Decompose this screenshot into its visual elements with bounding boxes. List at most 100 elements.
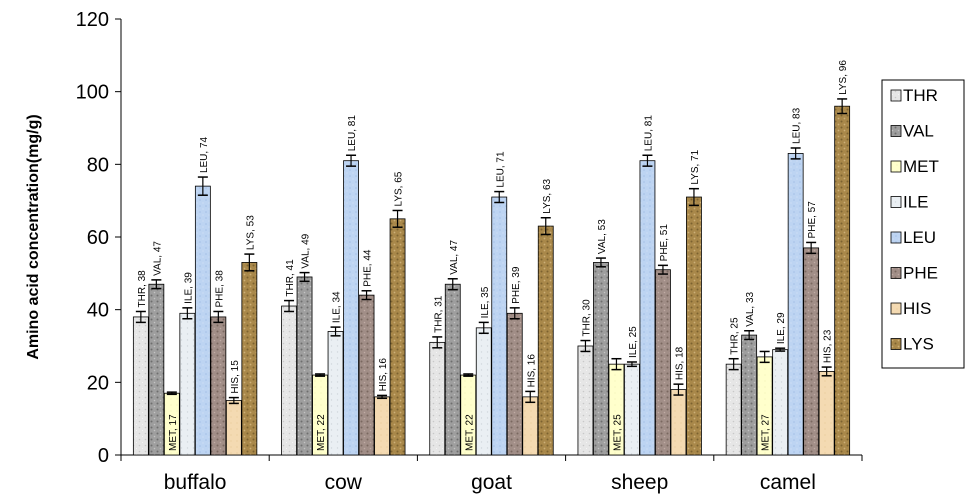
data-label-ile-camel: ILE, 29 bbox=[776, 312, 787, 344]
legend-swatch-leu bbox=[890, 231, 902, 244]
data-label-val-sheep: VAL, 53 bbox=[597, 219, 608, 254]
data-label-val-goat: VAL, 47 bbox=[449, 240, 460, 275]
bar-leu-goat bbox=[491, 196, 508, 456]
legend-label-his: HIS bbox=[903, 299, 931, 318]
data-label-lys-buffalo: LYS, 53 bbox=[245, 215, 256, 250]
bar-lys-cow bbox=[389, 218, 406, 456]
data-label-val-cow: VAL, 49 bbox=[301, 233, 312, 268]
data-label-met-camel: MET, 27 bbox=[761, 414, 772, 451]
legend-swatch-ile bbox=[890, 196, 902, 208]
bar-ile-sheep bbox=[624, 363, 640, 456]
bar-his-buffalo bbox=[225, 400, 242, 456]
bar-lys-buffalo bbox=[241, 262, 258, 456]
data-label-his-buffalo: HIS, 15 bbox=[230, 360, 241, 394]
legend: THR VAL MET ILE LEU PHE HIS LYS bbox=[881, 79, 965, 369]
bar-his-sheep bbox=[670, 389, 687, 456]
data-label-lys-camel: LYS, 96 bbox=[838, 60, 849, 95]
legend-label-lys: LYS bbox=[903, 335, 934, 354]
bar-ile-buffalo bbox=[179, 312, 196, 456]
x-category-label-goat: goat bbox=[471, 471, 512, 494]
bar-phe-goat bbox=[506, 312, 523, 456]
data-label-phe-sheep: PHE, 51 bbox=[659, 224, 670, 262]
legend-swatch-lys bbox=[890, 338, 902, 350]
bar-ile-camel bbox=[772, 349, 789, 456]
data-label-phe-cow: PHE, 44 bbox=[363, 249, 374, 287]
data-label-thr-buffalo: THR, 38 bbox=[137, 270, 148, 308]
bar-lys-sheep bbox=[686, 196, 702, 456]
plot-area: 0 20 40 60 80 100 120 Amino acid concentration(… bbox=[25, 9, 863, 494]
bar-lys-goat bbox=[537, 225, 554, 456]
data-label-his-cow: HIS, 16 bbox=[378, 358, 389, 392]
bar-thr-cow bbox=[281, 305, 297, 456]
bar-thr-sheep bbox=[577, 345, 594, 456]
y-tick-label: 80 bbox=[87, 154, 109, 176]
bar-ile-cow bbox=[327, 331, 344, 456]
data-label-lys-cow: LYS, 65 bbox=[394, 171, 405, 206]
x-category-label-cow: cow bbox=[325, 471, 363, 494]
bar-his-cow bbox=[374, 396, 390, 456]
data-label-thr-cow: THR, 41 bbox=[285, 259, 296, 297]
y-tick-label: 0 bbox=[98, 445, 109, 467]
y-tick-label: 120 bbox=[76, 9, 109, 31]
bar-thr-goat bbox=[429, 341, 446, 456]
data-label-phe-buffalo: PHE, 38 bbox=[214, 270, 225, 308]
bar-phe-buffalo bbox=[210, 316, 227, 456]
data-label-ile-cow: ILE, 34 bbox=[332, 291, 343, 323]
data-label-met-sheep: MET, 25 bbox=[612, 414, 623, 451]
data-label-leu-camel: LEU, 83 bbox=[792, 107, 803, 144]
legend-swatch-met bbox=[890, 160, 902, 173]
data-label-leu-goat: LEU, 71 bbox=[495, 151, 506, 188]
bar-phe-sheep bbox=[655, 269, 671, 456]
bar-his-goat bbox=[522, 396, 539, 456]
data-label-lys-sheep: LYS, 71 bbox=[690, 149, 701, 184]
data-label-thr-goat: THR, 31 bbox=[433, 295, 444, 333]
data-label-thr-camel: THR, 25 bbox=[730, 317, 741, 355]
data-label-ile-buffalo: ILE, 39 bbox=[183, 272, 194, 304]
data-label-his-sheep: HIS, 18 bbox=[674, 346, 685, 380]
y-axis-title: Amino acid concentration(mg/g) bbox=[25, 114, 42, 359]
data-label-leu-sheep: LEU, 81 bbox=[643, 115, 654, 152]
data-label-his-camel: HIS, 23 bbox=[823, 329, 834, 363]
bar-val-sheep bbox=[593, 262, 609, 456]
y-tick-label: 100 bbox=[76, 82, 109, 104]
data-label-ile-goat: ILE, 35 bbox=[480, 286, 491, 318]
legend-label-leu: LEU bbox=[903, 228, 936, 247]
data-label-lys-goat: LYS, 63 bbox=[542, 178, 553, 213]
data-label-val-camel: VAL, 33 bbox=[745, 291, 756, 326]
bar-val-camel bbox=[741, 334, 758, 456]
x-category-label-sheep: sheep bbox=[611, 471, 668, 494]
bar-thr-camel bbox=[725, 363, 742, 456]
bar-his-camel bbox=[818, 371, 835, 456]
bar-phe-camel bbox=[803, 247, 820, 456]
legend-label-met: MET bbox=[903, 157, 939, 176]
data-label-thr-sheep: THR, 30 bbox=[581, 299, 592, 337]
data-label-leu-buffalo: LEU, 74 bbox=[199, 136, 210, 173]
bar-leu-buffalo bbox=[194, 185, 211, 456]
legend-swatch-his bbox=[890, 302, 902, 315]
x-category-label-camel: camel bbox=[760, 471, 816, 494]
data-label-leu-cow: LEU, 81 bbox=[347, 115, 358, 152]
data-label-ile-sheep: ILE, 25 bbox=[628, 326, 639, 358]
bar-leu-cow bbox=[343, 160, 359, 456]
x-category-label-buffalo: buffalo bbox=[164, 471, 227, 494]
legend-label-thr: THR bbox=[903, 86, 938, 105]
y-tick-label: 40 bbox=[87, 300, 109, 322]
data-label-phe-goat: PHE, 39 bbox=[511, 266, 522, 304]
bar-val-goat bbox=[444, 283, 461, 456]
legend-label-ile: ILE bbox=[903, 193, 929, 212]
bar-val-buffalo bbox=[148, 283, 165, 456]
bar-val-cow bbox=[296, 276, 313, 456]
data-label-met-goat: MET, 22 bbox=[464, 414, 475, 451]
bar-ile-goat bbox=[475, 327, 492, 456]
bar-phe-cow bbox=[358, 294, 375, 456]
data-label-met-buffalo: MET, 17 bbox=[168, 414, 179, 451]
legend-swatch-phe bbox=[890, 267, 902, 279]
data-label-his-goat: HIS, 16 bbox=[526, 354, 537, 388]
bar-leu-camel bbox=[787, 153, 804, 456]
legend-swatch-val bbox=[890, 125, 902, 137]
y-tick-label: 60 bbox=[87, 227, 109, 249]
legend-label-phe: PHE bbox=[903, 264, 938, 283]
data-label-met-cow: MET, 22 bbox=[316, 414, 327, 451]
data-label-val-buffalo: VAL, 47 bbox=[152, 241, 163, 276]
